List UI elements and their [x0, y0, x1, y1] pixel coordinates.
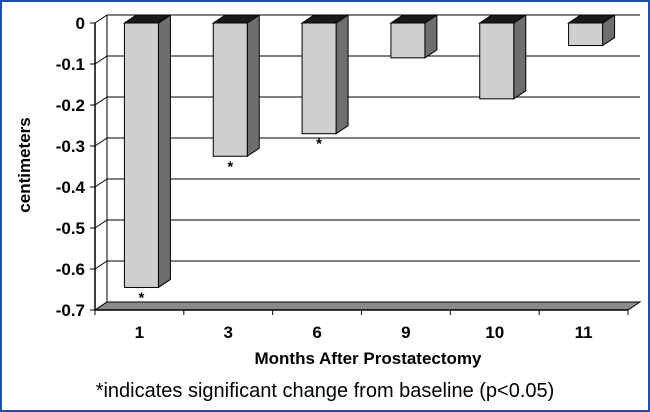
- y-tick-labels: 0 -0.1 -0.2 -0.3 -0.4 -0.5 -0.6 -0.7: [56, 14, 86, 320]
- axes: [90, 15, 642, 315]
- bars: [122, 14, 617, 289]
- footnote: *indicates significant change from basel…: [95, 380, 555, 402]
- gridline-diagonal: [94, 178, 108, 188]
- bar: [566, 14, 617, 47]
- x-tick-label: 10: [485, 323, 504, 342]
- bar-front: [479, 22, 515, 100]
- bar-side: [157, 14, 171, 289]
- y-tick-label: -0.1: [56, 55, 85, 74]
- bar-side: [513, 14, 527, 100]
- y-tick-label: -0.6: [56, 260, 85, 279]
- gridline-diagonal: [94, 137, 108, 147]
- bar-side: [246, 14, 260, 158]
- y-tick-label: -0.7: [56, 301, 85, 320]
- y-tick-label: -0.5: [56, 219, 85, 238]
- y-tick-label: 0: [76, 14, 85, 33]
- gridline-diagonal: [94, 260, 108, 270]
- x-axis-title: Months After Prostatectomy: [254, 349, 482, 368]
- gridline-diagonal: [94, 14, 108, 24]
- bar: [389, 14, 439, 59]
- bar-chart: 0 -0.1 -0.2 -0.3 -0.4 -0.5 -0.6 -0.7 1 3 6 9 10 11 *…: [15, 14, 642, 368]
- y-tick-label: -0.4: [56, 178, 86, 197]
- gridline-diagonal: [94, 55, 108, 65]
- floor-plane: [93, 301, 642, 311]
- x-tick-label: 3: [224, 323, 233, 342]
- significance-star: *: [227, 158, 233, 175]
- gridlines: [94, 14, 640, 311]
- gridline-diagonal: [94, 219, 108, 229]
- x-tick-label: 9: [401, 323, 410, 342]
- significance-star: *: [316, 136, 322, 153]
- bar: [211, 14, 261, 158]
- significance-star: *: [138, 289, 144, 306]
- bar-front: [568, 22, 604, 47]
- bar-front: [301, 22, 337, 135]
- x-tick-label: 1: [135, 323, 144, 342]
- x-tick-label: 6: [312, 323, 321, 342]
- y-axis-title: centimeters: [15, 117, 34, 212]
- bar: [478, 14, 528, 100]
- bar-side: [335, 14, 349, 135]
- significance-markers: * * *: [138, 136, 322, 307]
- y-tick-label: -0.2: [56, 96, 85, 115]
- bar-front: [212, 22, 248, 157]
- bar-front: [390, 22, 426, 59]
- gridline-diagonal: [94, 96, 108, 106]
- bar-front: [123, 22, 159, 288]
- y-tick-label: -0.3: [56, 137, 85, 156]
- bar: [122, 14, 173, 289]
- x-tick-label: 11: [575, 323, 593, 342]
- x-tick-labels: 1 3 6 9 10 11: [135, 323, 593, 342]
- bar: [300, 14, 350, 135]
